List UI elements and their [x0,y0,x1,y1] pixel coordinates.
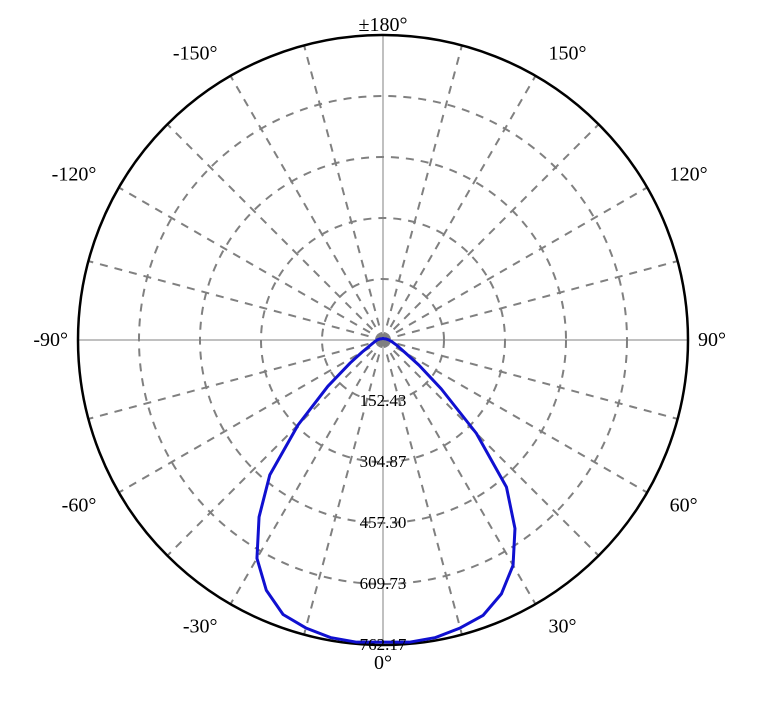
ring-value-label: 304.87 [360,452,407,471]
angle-label: 30° [549,616,577,638]
angle-label: -30° [183,616,218,638]
angle-label: 150° [549,42,587,64]
ring-value-label: 152.43 [360,391,407,410]
angle-label: -120° [52,164,97,186]
ring-value-label: 457.30 [360,513,407,532]
angle-label: 120° [670,164,708,186]
angle-label: ±180° [359,14,408,36]
ring-value-label: 762.17 [360,635,407,654]
angle-label: 0° [374,652,392,674]
angle-label: -150° [173,42,218,64]
angle-label: -60° [62,495,97,517]
angle-label: 60° [670,495,698,517]
polar-chart-container: ±180° -150° -120° -90° -60° -30° 0° 30° 60° 90° 12… [0,0,766,703]
polar-chart-svg: ±180° -150° -120° -90° -60° -30° 0° 30° 60° 90° 12… [0,0,766,703]
ring-value-label: 609.73 [360,574,407,593]
angle-label: -90° [33,329,68,351]
angle-label: 90° [698,329,726,351]
